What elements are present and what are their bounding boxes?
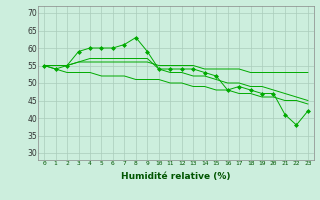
X-axis label: Humidité relative (%): Humidité relative (%) bbox=[121, 172, 231, 181]
